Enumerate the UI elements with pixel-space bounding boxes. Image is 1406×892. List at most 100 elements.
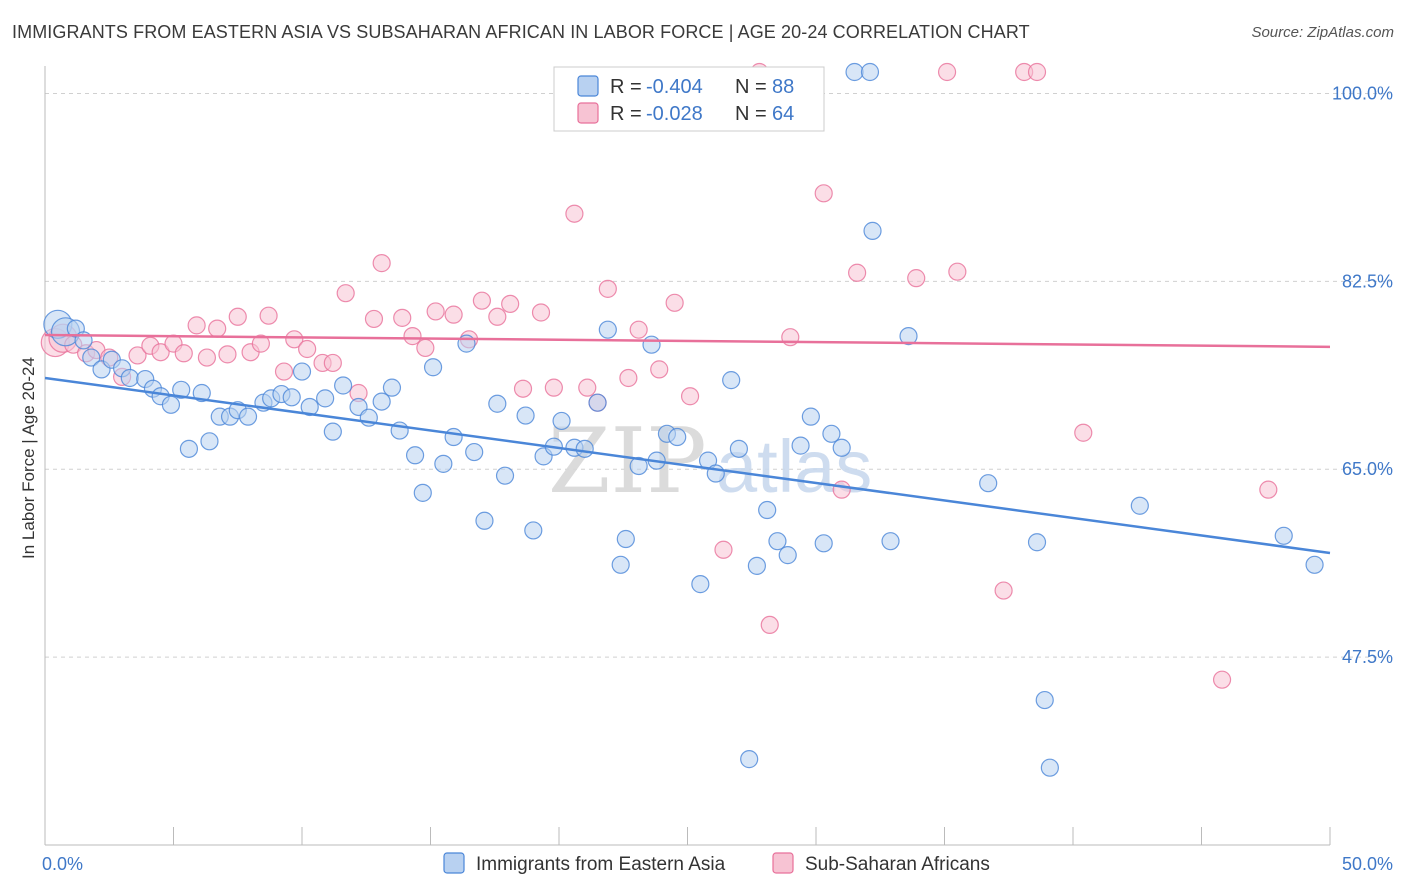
blue-point <box>845 62 864 82</box>
pink-point <box>848 263 867 282</box>
legend-swatch-pink <box>577 102 599 124</box>
blue-point <box>860 62 880 82</box>
blue-point <box>768 532 787 551</box>
pink-point <box>128 346 147 365</box>
y-tick-label: 100.0% <box>1332 83 1393 103</box>
blue-point <box>575 439 594 458</box>
pink-point <box>714 540 733 559</box>
blue-point <box>488 394 507 413</box>
pink-series-points <box>40 62 1278 689</box>
pink-point <box>1027 62 1047 82</box>
blue-point <box>495 466 515 485</box>
blue-point <box>1035 690 1054 710</box>
blue-point <box>382 378 402 397</box>
pink-point <box>907 269 926 288</box>
blue-point <box>629 456 648 476</box>
pink-point <box>598 279 617 298</box>
pink-point <box>228 307 247 326</box>
pink-point <box>323 353 342 373</box>
y-tick-label: 82.5% <box>1342 271 1393 291</box>
legend-n-label-2: N = <box>735 103 767 125</box>
blue-point <box>82 348 101 367</box>
blue-point <box>1130 496 1149 515</box>
blue-point <box>372 392 391 411</box>
pink-point <box>1212 670 1232 689</box>
pink-point <box>336 284 355 303</box>
legend-n-label-1: N = <box>735 76 767 98</box>
pink-point <box>1074 423 1093 442</box>
blue-point <box>475 511 494 530</box>
pink-point <box>544 378 563 397</box>
correlation-legend: R = -0.404 N = 88 R = -0.028 N = 64 <box>553 66 825 132</box>
pink-point <box>197 348 217 367</box>
blue-point <box>1305 555 1324 574</box>
pink-point <box>665 293 684 312</box>
pink-point <box>372 254 391 273</box>
x-tick-label: 50.0% <box>1342 854 1393 874</box>
blue-point <box>423 358 443 377</box>
legend-r-value-1: -0.404 <box>646 76 703 98</box>
pink-point <box>937 62 957 82</box>
blue-point <box>238 407 258 426</box>
pink-point <box>444 305 463 324</box>
pink-point <box>426 302 445 321</box>
blue-point <box>444 427 463 447</box>
blue-point <box>179 439 199 458</box>
pink-point <box>501 294 520 313</box>
blue-point <box>778 546 797 565</box>
pink-point <box>274 362 294 381</box>
pink-point <box>629 320 648 339</box>
pink-point <box>948 262 967 281</box>
source-label: Source: ZipAtlas.com <box>1251 24 1394 41</box>
blue-point <box>801 407 820 426</box>
blue-point <box>899 327 918 346</box>
blue-point <box>405 446 425 465</box>
blue-point <box>691 575 710 594</box>
blue-point <box>832 438 851 457</box>
blue-series-points <box>43 62 1324 777</box>
x-tick-label: 0.0% <box>42 854 83 874</box>
blue-point <box>740 750 759 769</box>
pink-point <box>994 581 1013 600</box>
axes <box>44 66 1331 846</box>
blue-point <box>292 362 312 381</box>
blue-point <box>282 388 301 407</box>
blue-point <box>1274 526 1293 545</box>
bottom-legend-swatch-blue <box>443 852 465 874</box>
legend-swatch-blue <box>577 75 599 97</box>
blue-point <box>747 556 766 575</box>
legend-n-value-2: 64 <box>772 103 794 125</box>
watermark-atlas: atlas <box>716 425 872 508</box>
pink-point <box>251 334 270 353</box>
blue-point <box>120 368 139 388</box>
blue-point <box>1027 533 1047 552</box>
pink-point <box>285 330 304 349</box>
blue-point <box>316 389 335 408</box>
blue-point <box>598 320 617 339</box>
y-tick-label: 65.0% <box>1342 459 1393 479</box>
pink-point <box>565 204 584 223</box>
pink-point <box>578 378 597 397</box>
blue-point <box>642 335 661 354</box>
pink-point <box>680 387 700 406</box>
legend-r-label-2: R = <box>610 103 642 125</box>
blue-point <box>524 521 543 540</box>
blue-point <box>192 383 211 403</box>
pink-point <box>187 316 206 335</box>
blue-trend-line <box>44 376 1331 555</box>
blue-point <box>588 393 607 412</box>
pink-trend-line <box>44 333 1331 349</box>
blue-point <box>552 411 571 431</box>
pink-point <box>531 303 551 322</box>
blue-point <box>434 454 453 473</box>
blue-point <box>323 422 342 441</box>
pink-point <box>619 368 638 388</box>
gridlines <box>45 92 1390 658</box>
blue-point <box>881 532 900 551</box>
blue-point <box>758 500 777 520</box>
blue-point <box>413 483 432 502</box>
pink-point <box>364 309 384 329</box>
pink-point <box>513 379 533 398</box>
pink-point <box>259 306 278 325</box>
